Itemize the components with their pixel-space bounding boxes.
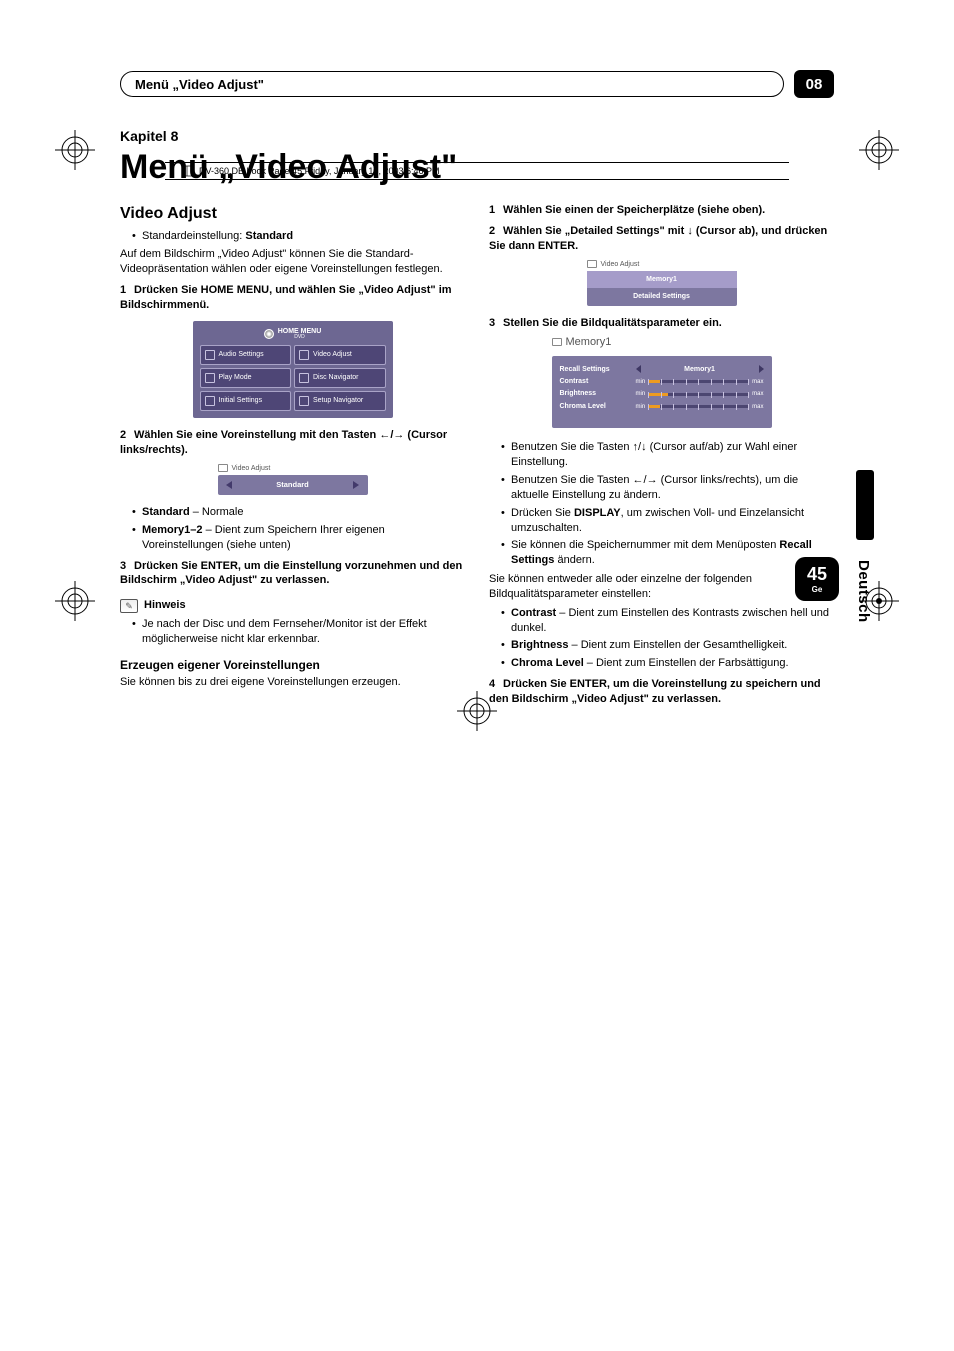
arrow-left-icon[interactable] — [226, 481, 232, 489]
step-3-right: 3Stellen Sie die Bildqualitätsparameter … — [489, 316, 834, 331]
settings-icon — [205, 396, 215, 406]
page-lang: Ge — [812, 585, 823, 594]
tv-icon — [218, 464, 228, 472]
memory-row-detailed[interactable]: Detailed Settings — [587, 288, 737, 305]
memory-panel: Video Adjust Memory1 Detailed Settings — [587, 260, 737, 306]
chapter-title: Menü „Video Adjust" — [120, 148, 834, 187]
arrow-right-icon: → — [393, 429, 404, 441]
slider-panel: Recall Settings Memory1 Contrast min max… — [552, 356, 772, 429]
param-intro: Sie können entweder alle oder einzelne d… — [489, 572, 834, 602]
home-menu-title: HOME MENU DVD — [197, 325, 389, 342]
video-adjust-bar: Video Adjust Standard — [218, 464, 368, 496]
left-column: Video Adjust Standardeinstellung: Standa… — [120, 197, 465, 711]
list-item: Sie können die Speichernummer mit dem Me… — [501, 538, 834, 568]
arrow-up-icon: ↑ — [633, 441, 639, 453]
slider-row[interactable]: Chroma Level min max — [560, 402, 764, 411]
list-item: Contrast – Dient zum Einstellen des Kont… — [501, 606, 834, 636]
menu-item-audio-settings[interactable]: Audio Settings — [200, 345, 292, 365]
arrow-right-icon: → — [647, 474, 658, 486]
arrow-left-icon[interactable] — [636, 365, 641, 373]
thumb-index-strip — [856, 470, 874, 540]
section-title-pill: Menü „Video Adjust" — [120, 71, 784, 97]
menu-item-play-mode[interactable]: Play Mode — [200, 368, 292, 388]
list-item: Chroma Level – Dient zum Einstellen der … — [501, 656, 834, 671]
tv-icon — [299, 350, 309, 360]
note-header: Hinweis — [120, 598, 465, 613]
tv-icon — [587, 260, 597, 268]
home-menu-panel: HOME MENU DVD Audio Settings Video Adjus… — [193, 321, 393, 418]
arrow-left-icon: ← — [379, 429, 390, 441]
subsection-body: Sie können bis zu drei eigene Voreinstel… — [120, 675, 465, 690]
recall-settings-row[interactable]: Recall Settings Memory1 — [560, 365, 764, 374]
step-1: 1Drücken Sie HOME MENU, und wählen Sie „… — [120, 283, 465, 313]
step-2-right: 2Wählen Sie „Detailed Settings" mit ↓ (C… — [489, 224, 834, 254]
intro-text: Auf dem Bildschirm „Video Adjust" können… — [120, 247, 465, 277]
right-column: 1Wählen Sie einen der Speicherplätze (si… — [489, 197, 834, 711]
preset-list: Standard – Normale Memory1–2 – Dient zum… — [120, 505, 465, 553]
step-3: 3Drücken Sie ENTER, um die Einstellung v… — [120, 559, 465, 589]
list-item: Brightness – Dient zum Einstellen der Ge… — [501, 638, 834, 653]
arrow-left-icon: ← — [633, 474, 644, 486]
menu-item-setup-navigator[interactable]: Setup Navigator — [294, 391, 386, 411]
arrow-right-icon[interactable] — [759, 365, 764, 373]
list-item: Memory1–2 – Dient zum Speichern Ihrer ei… — [132, 523, 465, 553]
page-header: Menü „Video Adjust" 08 — [120, 70, 834, 98]
speaker-icon — [205, 350, 215, 360]
slider-panel-wrap: Memory1 Recall Settings Memory1 Contrast… — [489, 335, 834, 429]
list-item: Standard – Normale — [132, 505, 465, 520]
note-label: Hinweis — [144, 598, 186, 613]
language-tab: Deutsch — [855, 560, 872, 623]
subsection-heading: Erzeugen eigener Voreinstellungen — [120, 657, 465, 673]
param-list: Contrast – Dient zum Einstellen des Kont… — [489, 606, 834, 671]
list-item: Drücken Sie DISPLAY, um zwischen Voll- u… — [501, 506, 834, 536]
disc-icon — [264, 329, 274, 339]
section-heading: Video Adjust — [120, 203, 465, 225]
page-number-badge: 45 Ge — [795, 557, 839, 601]
section-title: Menü „Video Adjust" — [135, 77, 264, 92]
page-number: 45 — [807, 564, 827, 585]
menu-item-video-adjust[interactable]: Video Adjust — [294, 345, 386, 365]
arrow-right-icon[interactable] — [353, 481, 359, 489]
step-2: 2Wählen Sie eine Voreinstellung mit den … — [120, 428, 465, 458]
note-text: Je nach der Disc und dem Fernseher/Monit… — [132, 617, 465, 647]
chapter-label: Kapitel 8 — [120, 128, 834, 144]
note-icon — [120, 599, 138, 613]
slider-row[interactable]: Contrast min max — [560, 377, 764, 386]
setup-icon — [299, 396, 309, 406]
menu-item-initial-settings[interactable]: Initial Settings — [200, 391, 292, 411]
default-setting-line: Standardeinstellung: Standard — [132, 229, 465, 244]
chapter-badge-text: 08 — [806, 76, 823, 93]
list-item: Benutzen Sie die Tasten ↑/↓ (Cursor auf/… — [501, 440, 834, 470]
video-adjust-value: Standard — [276, 480, 309, 490]
step-1-right: 1Wählen Sie einen der Speicherplätze (si… — [489, 203, 834, 218]
step-4-right: 4Drücken Sie ENTER, um die Voreinstellun… — [489, 677, 834, 707]
slider-row[interactable]: Brightness min max — [560, 389, 764, 398]
memory-row-selected[interactable]: Memory1 — [587, 271, 737, 288]
usage-list: Benutzen Sie die Tasten ↑/↓ (Cursor auf/… — [489, 440, 834, 568]
list-item: Benutzen Sie die Tasten ←/→ (Cursor link… — [501, 473, 834, 503]
menu-item-disc-navigator[interactable]: Disc Navigator — [294, 368, 386, 388]
disc-nav-icon — [299, 373, 309, 383]
crop-mark-icon — [457, 691, 497, 731]
chapter-badge: 08 — [794, 70, 834, 98]
tv-icon — [552, 338, 562, 346]
play-icon — [205, 373, 215, 383]
